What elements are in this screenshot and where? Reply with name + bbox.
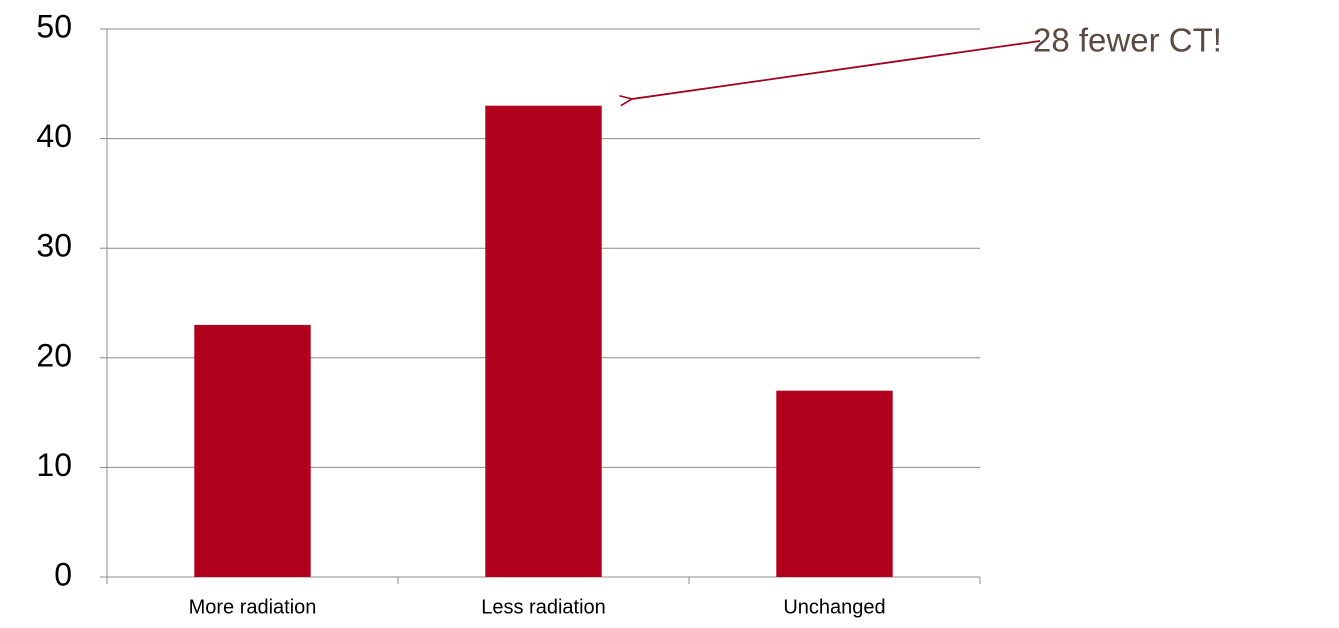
y-tick-label: 20	[36, 337, 72, 373]
x-tick-label: Less radiation	[481, 596, 606, 618]
bar	[776, 390, 893, 577]
y-tick-label: 40	[36, 118, 72, 154]
y-tick-label: 50	[36, 8, 72, 44]
bar	[485, 105, 602, 577]
bar	[194, 324, 311, 577]
annotation: 28 fewer CT!	[1033, 22, 1222, 59]
y-tick-label: 0	[54, 556, 72, 592]
annotation-arrow	[632, 40, 1041, 99]
y-tick-label: 10	[36, 447, 72, 483]
y-tick-label: 30	[36, 228, 72, 264]
x-tick-label: Unchanged	[783, 596, 885, 618]
x-tick-label: More radiation	[189, 596, 317, 618]
